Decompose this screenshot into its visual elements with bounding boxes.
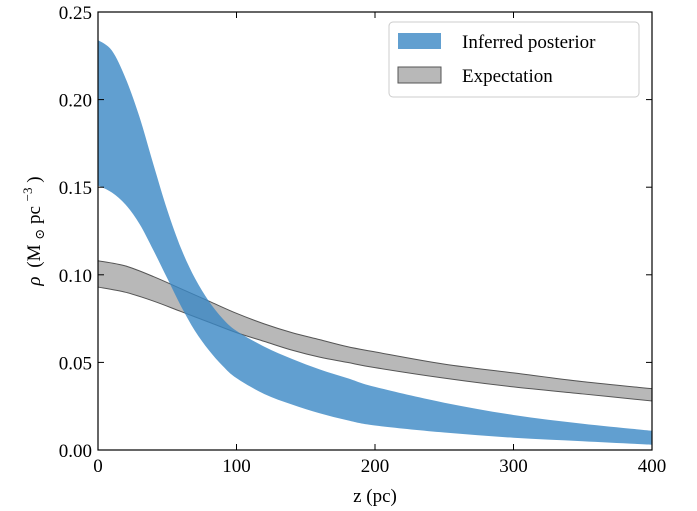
y-tick-label: 0.15 — [59, 178, 92, 199]
y-tick-label: 0.10 — [59, 266, 92, 287]
y-label-unit-close: ) — [24, 176, 45, 182]
legend-swatch-posterior — [398, 33, 441, 49]
y-label-sun: ⊙ — [32, 229, 47, 240]
legend-box — [388, 21, 640, 98]
x-tick-label: 100 — [222, 456, 251, 477]
y-label-unit-open: (M — [24, 244, 45, 267]
y-label-exp: −3 — [20, 188, 35, 202]
x-axis: 0 100 200 300 400 — [93, 12, 666, 477]
y-axis: 0.00 0.05 0.10 0.15 0.20 0.25 — [59, 3, 652, 462]
y-label-rho: ρ — [24, 276, 45, 286]
y-tick-label: 0.20 — [59, 91, 92, 112]
x-tick-label: 400 — [638, 456, 667, 477]
y-tick-label: 0.25 — [59, 3, 92, 24]
posterior-band — [98, 40, 652, 445]
svg-text:ρ (M ⊙ pc: ρ (M ⊙ pc −3 ) — [16, 176, 49, 286]
y-axis-label: ρ (M ⊙ pc −3 ) — [16, 176, 49, 286]
y-tick-label: 0.00 — [59, 441, 92, 462]
legend-swatch-expectation — [397, 66, 442, 84]
y-label-unit-mid: pc — [24, 206, 45, 224]
legend: Inferred posterior Expectation — [388, 21, 640, 98]
x-tick-label: 300 — [499, 456, 528, 477]
bands-layer — [97, 40, 653, 445]
x-axis-label: z (pc) — [353, 486, 397, 507]
y-tick-label: 0.05 — [59, 353, 92, 374]
legend-label-expectation: Expectation — [462, 66, 553, 87]
x-tick-label: 0 — [93, 456, 103, 477]
legend-label-posterior: Inferred posterior — [462, 32, 596, 53]
x-tick-label: 200 — [361, 456, 390, 477]
